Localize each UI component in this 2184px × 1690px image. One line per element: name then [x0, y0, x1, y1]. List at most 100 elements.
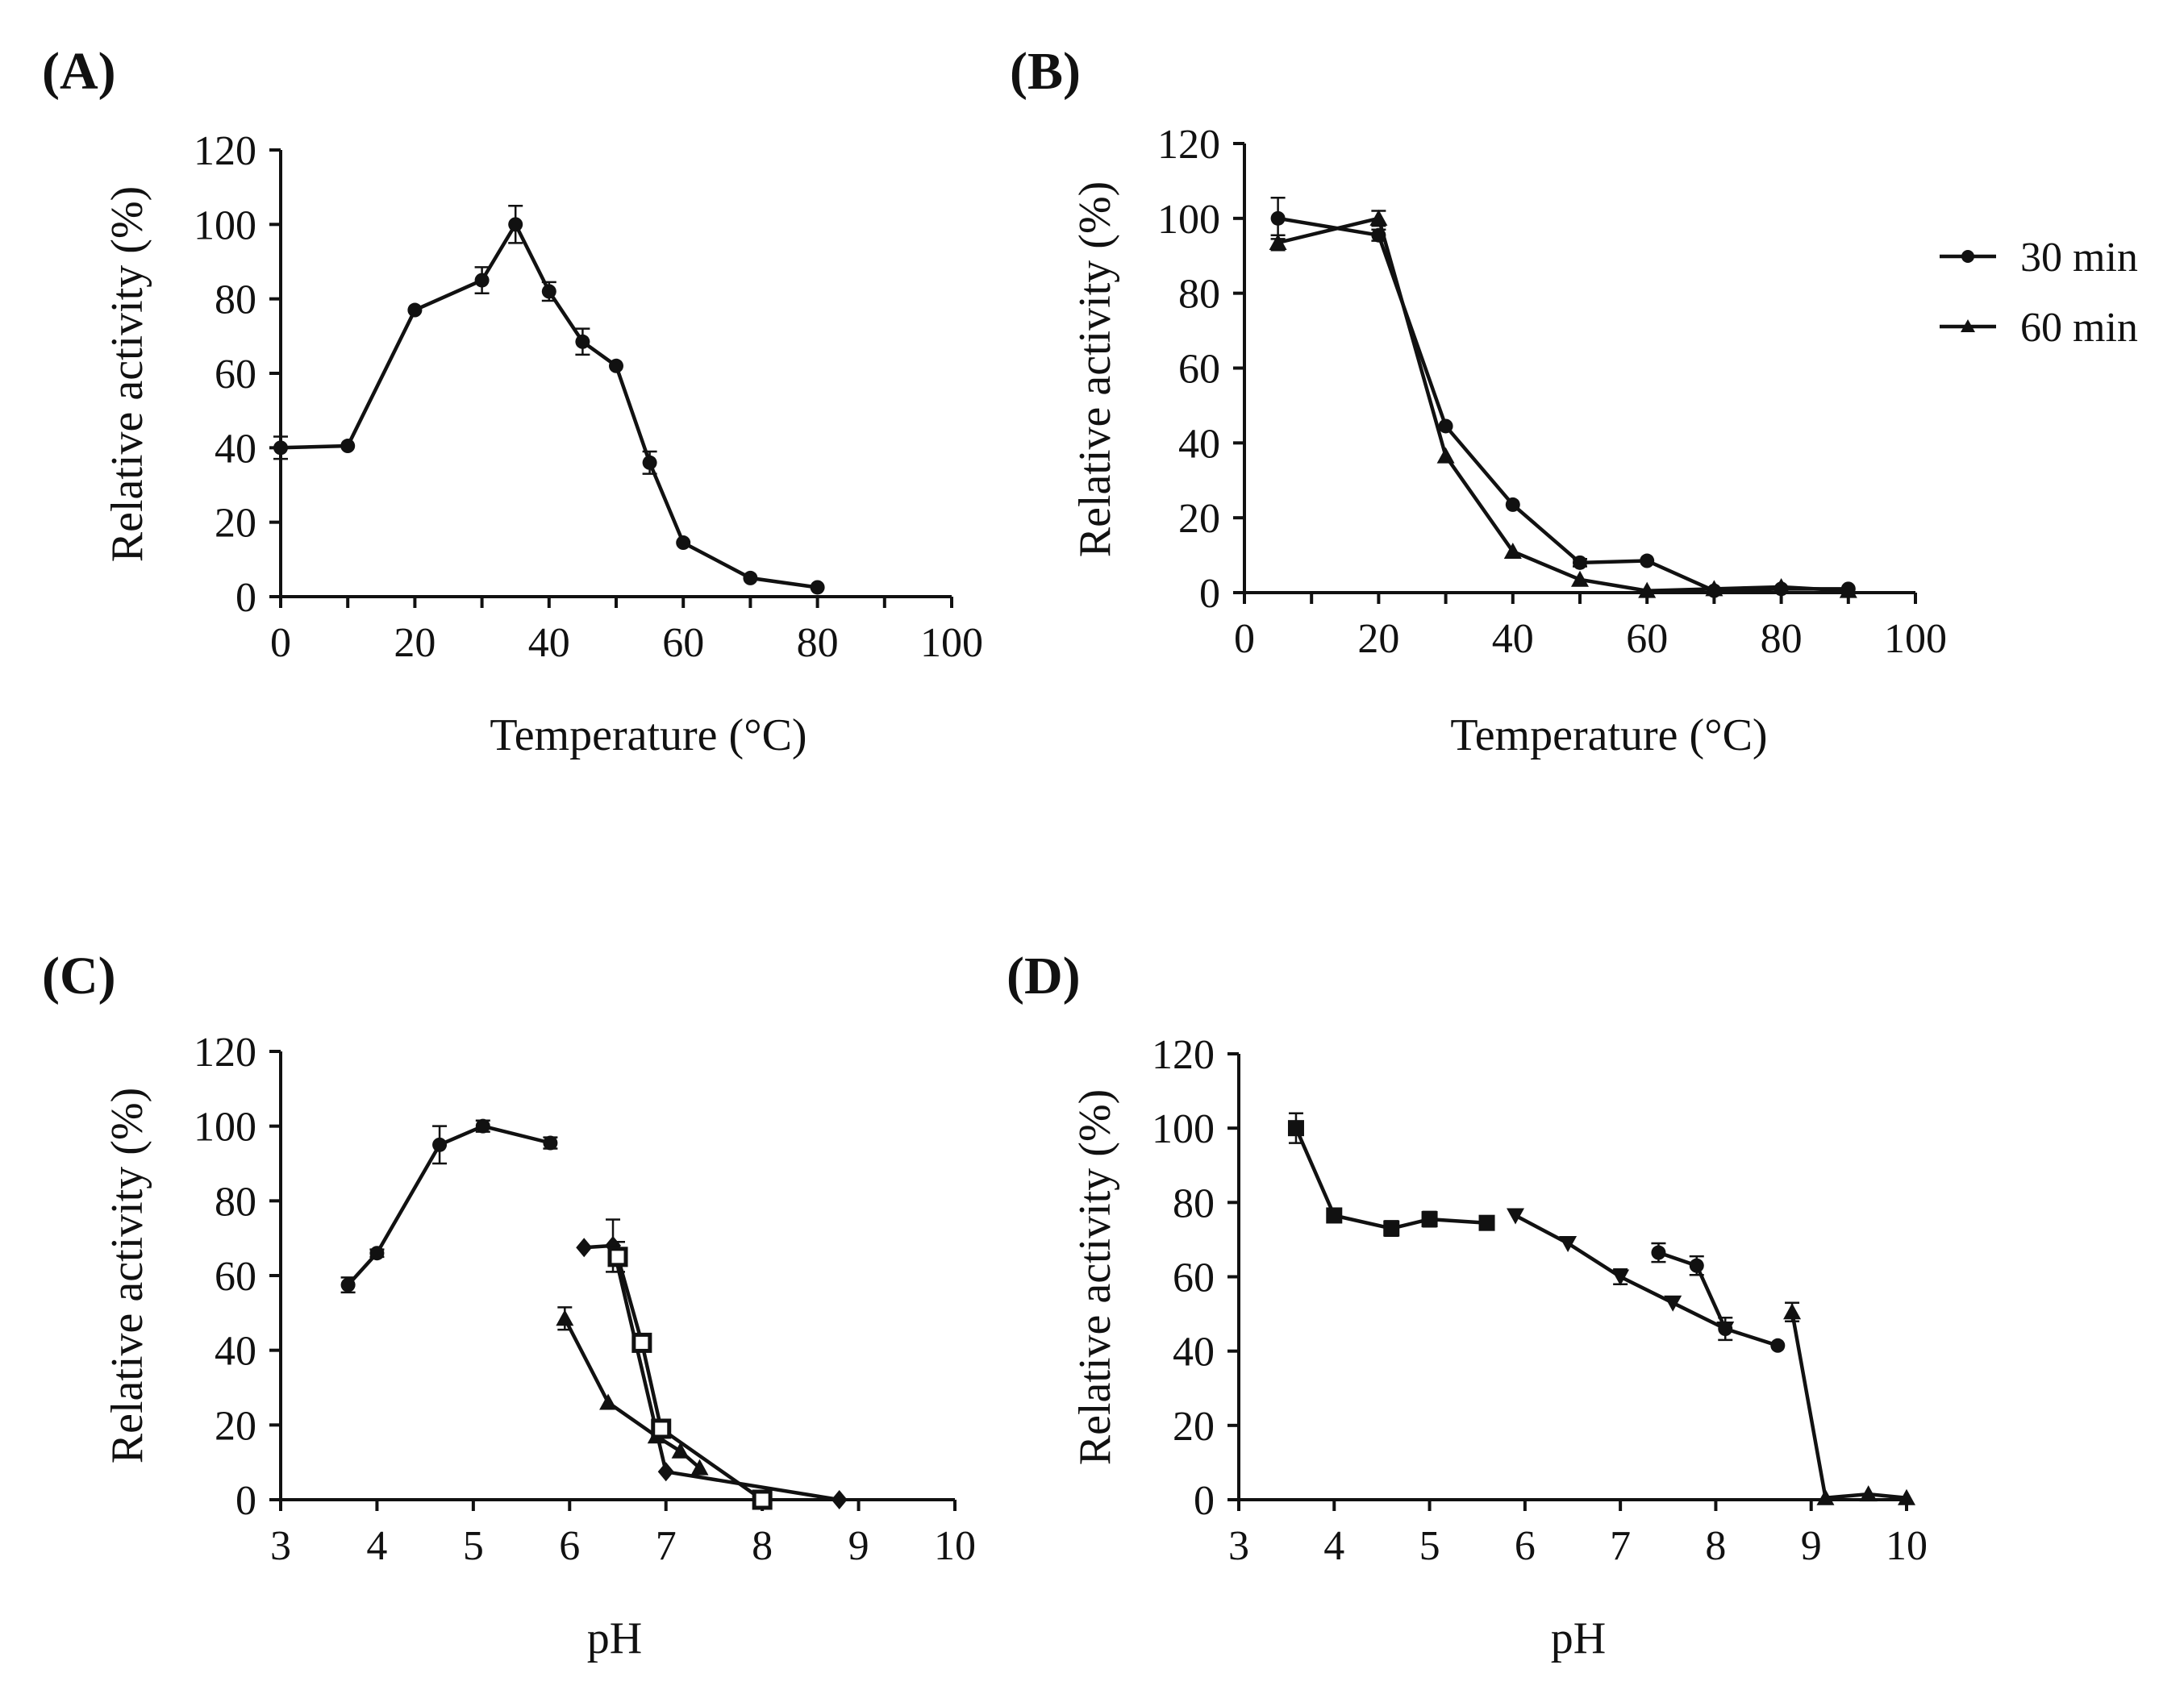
x-tick-label: 100 [920, 620, 983, 666]
data-point-circle [1505, 497, 1520, 512]
y-tick-label: 100 [1152, 1106, 1215, 1152]
series-line [584, 1243, 840, 1502]
y-tick-label: 100 [194, 202, 256, 248]
data-point-triangle-down [1507, 1208, 1525, 1225]
data-point-circle [676, 535, 691, 551]
x-tick-label: 0 [270, 620, 291, 666]
x-tick-label: 5 [1419, 1523, 1440, 1569]
series-buffer-1 [1287, 1112, 1495, 1238]
x-tick-label: 8 [752, 1523, 773, 1569]
data-point-triangle [1783, 1303, 1802, 1320]
legend-label-30min: 30 min [2020, 235, 2138, 281]
panel-a-ylabel: Relative activity (%) [102, 186, 152, 562]
series-buffer-4 [607, 1241, 773, 1510]
data-point-square [1421, 1211, 1438, 1228]
panel-b: (B) 0 20 40 60 80 100 120 0 20 40 60 80 100 Temperat… [1010, 42, 2138, 760]
y-tick-label: 80 [215, 1179, 256, 1225]
data-point-circle [642, 455, 657, 470]
x-tick-label: 100 [1884, 616, 1947, 662]
legend: 30 min 60 min [1940, 235, 2138, 351]
data-point-square-open [607, 1247, 628, 1268]
x-tick-label: 9 [1801, 1523, 1822, 1569]
panel-b-xlabel: Temperature (°C) [1450, 710, 1767, 760]
x-tick-label: 60 [662, 620, 704, 666]
data-point-circle [1438, 418, 1453, 434]
y-tick-label: 80 [215, 277, 256, 323]
data-point-circle [810, 580, 825, 595]
data-point-triangle [1369, 209, 1388, 226]
series-line [346, 1124, 551, 1287]
data-point-circle [609, 358, 623, 373]
panel-c-xlabel: pH [587, 1613, 642, 1663]
legend-entry-60min: 60 min [1940, 305, 2138, 351]
legend-marker-triangle [1961, 319, 1975, 332]
data-point-triangle [1269, 234, 1287, 251]
data-point-circle [340, 1277, 356, 1292]
legend-marker-circle [1961, 250, 1974, 263]
series-activity [273, 205, 825, 595]
y-tick-label: 120 [194, 1030, 256, 1076]
data-point-triangle [1772, 578, 1790, 595]
panel-c-plot: 0 20 40 60 80 100 120 3 4 5 6 7 8 9 10 [194, 1030, 976, 1569]
data-point-circle [474, 273, 490, 288]
panel-a-label: (A) [42, 42, 116, 101]
y-tick-label: 80 [1173, 1180, 1215, 1226]
y-tick-label: 60 [215, 1254, 256, 1300]
data-point-diamond [576, 1238, 593, 1258]
data-point-circle [1270, 210, 1286, 226]
series-line [615, 1256, 764, 1501]
y-tick-label: 120 [1157, 122, 1220, 168]
series-30-min [1270, 197, 1856, 598]
data-point-circle [407, 302, 423, 318]
y-tick-label: 100 [1157, 197, 1220, 243]
data-point-circle [475, 1118, 490, 1134]
data-point-square-open [631, 1332, 652, 1353]
data-point-circle [508, 217, 523, 232]
series-line [1657, 1251, 1778, 1347]
x-tick-label: 60 [1626, 616, 1668, 662]
legend-entry-30min: 30 min [1940, 235, 2138, 281]
data-point-circle [541, 284, 556, 299]
y-tick-label: 20 [1173, 1404, 1215, 1450]
x-tick-label: 8 [1705, 1523, 1726, 1569]
panel-a: (A) 0 20 40 60 80 100 120 0 20 40 60 80 100 Temperat… [42, 42, 983, 760]
panel-d-ylabel: Relative activity (%) [1070, 1089, 1120, 1465]
x-tick-label: 80 [1761, 616, 1803, 662]
data-point-circle [432, 1137, 448, 1152]
data-point-triangle [690, 1459, 709, 1476]
x-tick-label: 7 [656, 1523, 677, 1569]
y-tick-label: 60 [1178, 347, 1220, 393]
data-point-triangle [599, 1393, 618, 1410]
data-point-triangle-down [1611, 1269, 1630, 1286]
data-point-square-open [752, 1489, 773, 1510]
legend-label-60min: 60 min [2020, 305, 2138, 351]
x-tick-label: 6 [559, 1523, 580, 1569]
data-point-triangle-down [1664, 1295, 1682, 1312]
data-point-diamond [831, 1490, 848, 1509]
x-tick-label: 9 [848, 1523, 869, 1569]
panel-b-plot: 0 20 40 60 80 100 120 0 20 40 60 80 100 [1157, 122, 1947, 662]
data-point-triangle [1503, 542, 1522, 559]
y-tick-label: 100 [194, 1105, 256, 1151]
x-tick-label: 80 [797, 620, 839, 666]
y-tick-label: 120 [1152, 1032, 1215, 1078]
x-tick-label: 10 [1886, 1523, 1928, 1569]
y-tick-label: 20 [215, 501, 256, 547]
x-tick-label: 20 [1357, 616, 1399, 662]
series-60-min [1269, 209, 1857, 598]
data-point-square [1478, 1214, 1495, 1231]
x-tick-label: 10 [934, 1523, 976, 1569]
x-tick-label: 40 [1492, 616, 1534, 662]
data-point-circle [1718, 1322, 1733, 1337]
panel-d-label: (D) [1007, 947, 1081, 1005]
y-tick-label: 20 [215, 1403, 256, 1449]
y-tick-label: 40 [215, 426, 256, 472]
y-tick-label: 40 [1173, 1330, 1215, 1376]
x-tick-label: 6 [1515, 1523, 1536, 1569]
panel-b-ylabel: Relative activity (%) [1070, 181, 1120, 557]
data-point-triangle [1436, 447, 1455, 464]
data-point-triangle [1571, 570, 1589, 587]
y-tick-label: 60 [1173, 1255, 1215, 1301]
data-point-circle [273, 440, 288, 456]
